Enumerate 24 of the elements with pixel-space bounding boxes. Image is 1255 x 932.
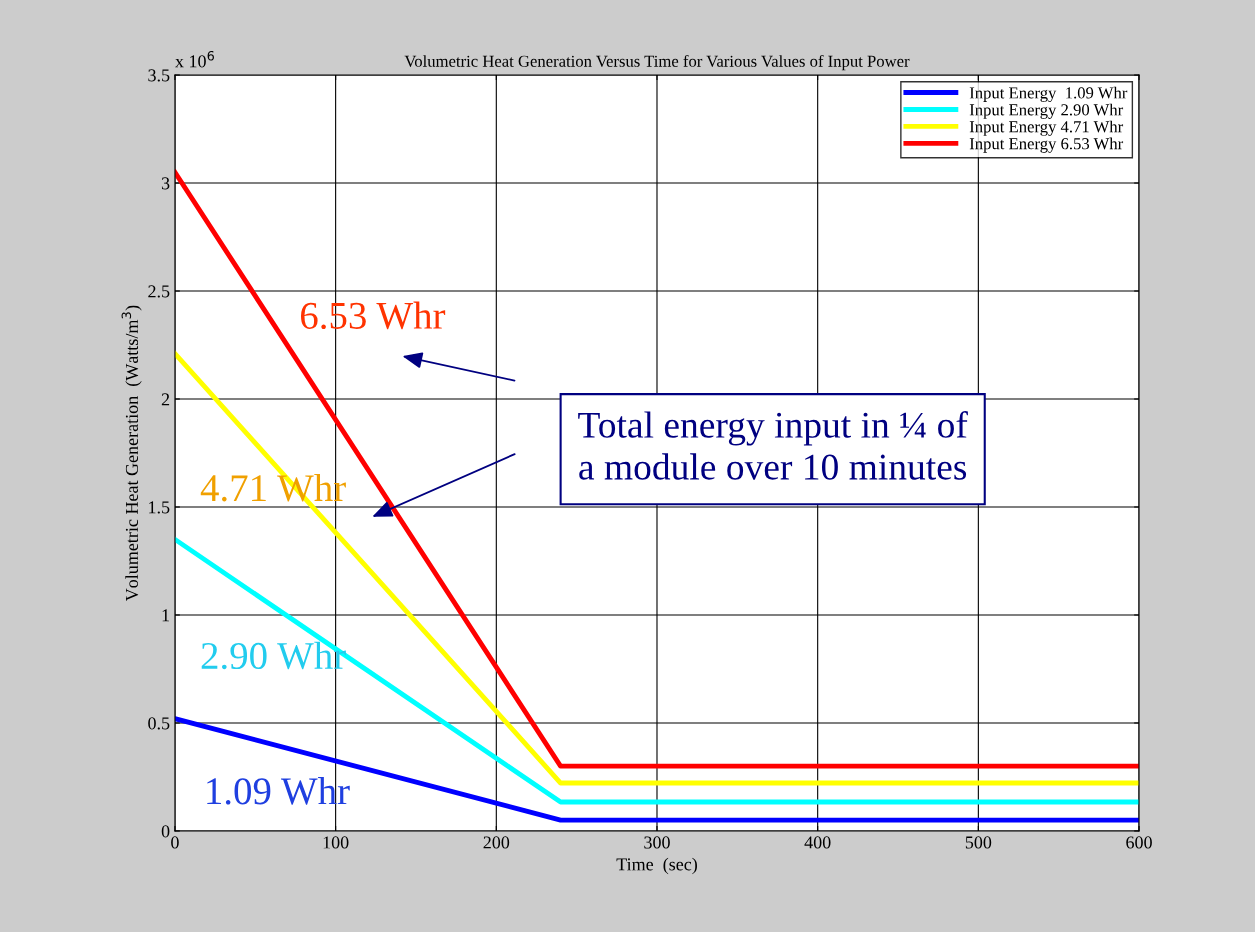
x-tick-label: 0 xyxy=(171,836,179,849)
x-tick-label: 200 xyxy=(483,836,510,849)
y-tick-label: 0 xyxy=(161,825,170,838)
x-tick-label: 500 xyxy=(965,836,992,849)
y-tick-label: 3.5 xyxy=(148,69,170,82)
y-tick-label: 2.5 xyxy=(148,285,170,298)
x-tick-label: 100 xyxy=(323,836,349,849)
x-tick-label: 300 xyxy=(644,836,670,849)
text: x 10$^{6}$ xyxy=(175,50,214,68)
legend-label: Input Energy 1.09 Whr xyxy=(969,86,1128,102)
y-tick-label: 1 xyxy=(162,609,169,622)
legend-label: Input Energy 4.71 Whr xyxy=(969,120,1124,136)
annotation: Total energy input in ¼ of a module over 10 minutes xyxy=(578,411,968,480)
x-tick-label: 400 xyxy=(804,836,831,849)
x-axis-title: Time (sec) xyxy=(616,857,697,875)
chart-title: Volumetric Heat Generation Versus Time for Various Values of Input Power xyxy=(404,54,910,71)
y-tick-label: 2 xyxy=(161,393,170,406)
x-tick-label: 600 xyxy=(1126,836,1152,849)
legend-label: Input Energy 6.53 Whr xyxy=(969,137,1124,153)
legend-label: Input Energy 2.90 Whr xyxy=(969,103,1124,119)
y-tick-label: 3 xyxy=(161,177,170,190)
y-tick-label: 1.5 xyxy=(149,501,170,514)
y-tick-label: 0.5 xyxy=(148,717,170,730)
y-axis-title: Volumetric Heat Generation (Watts/m$^{3}$) xyxy=(121,305,142,602)
